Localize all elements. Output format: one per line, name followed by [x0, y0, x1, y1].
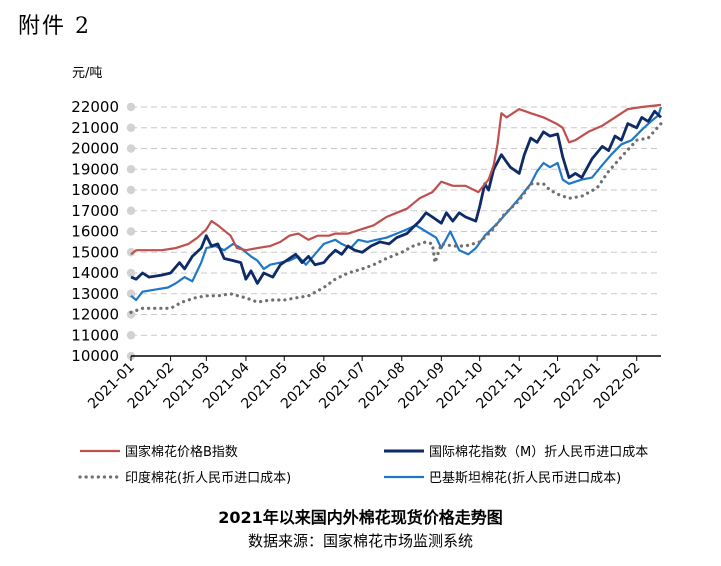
y-tick-marker [126, 206, 136, 215]
y-axis-ticks: 10000 11000 12000 13000 14000 15000 16000 17000… [71, 98, 136, 365]
y-tick-marker [126, 268, 136, 278]
chart-caption-title: 2021年以来国内外棉花现货价格走势图 [218, 508, 503, 527]
y-tick-marker [126, 102, 136, 112]
y-tick-marker [126, 248, 136, 257]
y-tick-label: 19000 [71, 160, 119, 178]
x-axis-ticks: 2021-012021-022021-032021-042021-052021-… [85, 356, 644, 412]
cotton-price-chart: 元/吨 100001100012000130001400015000160001… [71, 66, 663, 486]
y-tick-label: 11000 [71, 326, 119, 344]
y-tick-label: 21000 [71, 119, 119, 137]
legend-label: 国际棉花指数（M）折人民币进口成本 [429, 444, 648, 460]
series-line-0 [130, 103, 662, 256]
y-tick-marker [126, 123, 136, 132]
series-line-1 [130, 109, 662, 285]
chart-caption-source: 数据来源：国家棉花市场监测系统 [248, 532, 474, 550]
y-tick-marker [126, 165, 136, 174]
legend-label: 国家棉花价格B指数 [125, 444, 238, 460]
y-tick-label: 15000 [71, 243, 119, 261]
y-tick-marker [126, 227, 136, 236]
y-tick-label: 12000 [71, 306, 119, 324]
y-tick-label: 20000 [71, 140, 119, 158]
y-tick-label: 14000 [71, 264, 119, 282]
series-line-3 [130, 106, 663, 302]
legend: 国家棉花价格B指数 国际棉花指数（M）折人民币进口成本印度棉花(折人民币进口成本)… [78, 444, 648, 486]
y-tick-marker [126, 185, 136, 195]
y-tick-marker [126, 289, 136, 298]
legend-label: 印度棉花(折人民币进口成本) [125, 470, 291, 486]
y-tick-label: 10000 [71, 347, 119, 365]
legend-label: 巴基斯坦棉花(折人民币进口成本) [429, 470, 621, 486]
y-tick-marker [126, 310, 136, 319]
series-line-2 [129, 121, 663, 314]
y-tick-label: 16000 [71, 223, 119, 241]
y-tick-label: 22000 [71, 98, 119, 116]
gridlines [131, 106, 661, 336]
attachment-label: 附件 2 [18, 14, 91, 39]
y-tick-label: 18000 [71, 181, 119, 199]
series-lines [129, 103, 663, 314]
y-tick-marker [126, 331, 136, 340]
y-axis-unit-label: 元/吨 [72, 66, 102, 81]
y-tick-label: 17000 [71, 202, 119, 220]
y-tick-label: 13000 [71, 285, 119, 303]
y-tick-marker [126, 144, 136, 153]
